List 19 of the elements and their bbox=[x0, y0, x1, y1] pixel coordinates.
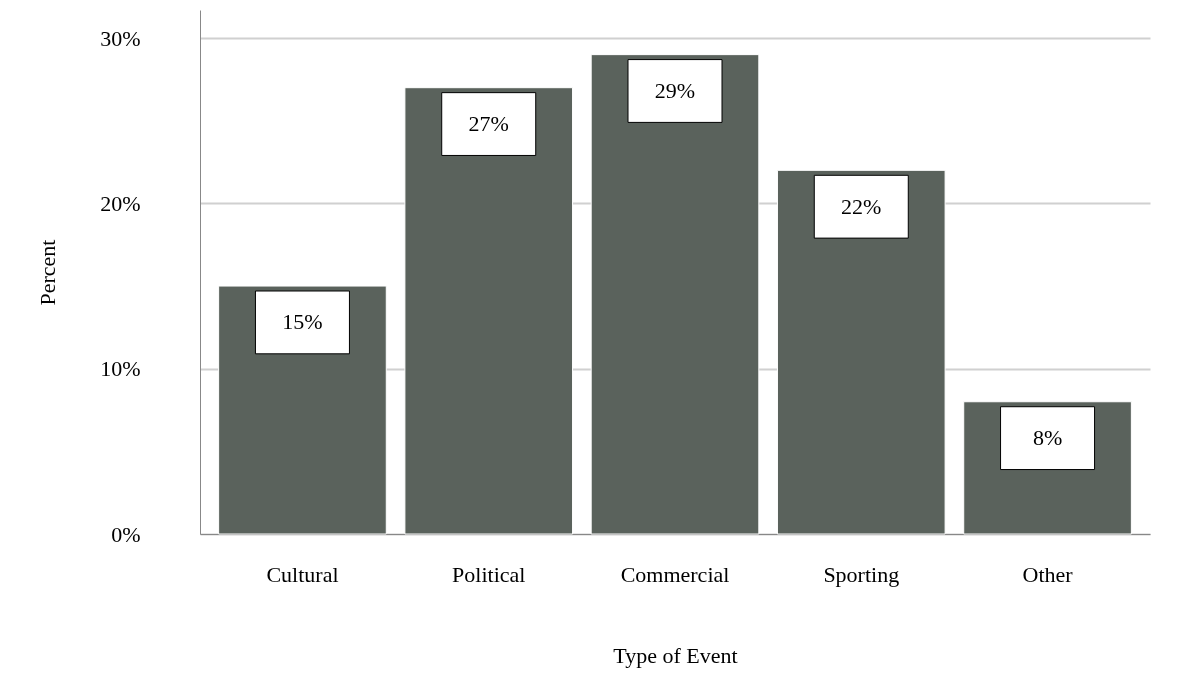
x-tick-label: Commercial bbox=[620, 561, 730, 587]
data-label: 29% bbox=[654, 78, 696, 103]
y-axis-title: Percent bbox=[35, 239, 61, 306]
x-axis-title: Type of Event bbox=[613, 642, 738, 668]
y-tick-label: 0% bbox=[111, 521, 141, 547]
bar bbox=[590, 54, 760, 535]
data-label: 27% bbox=[468, 111, 509, 137]
x-tick-label: Political bbox=[452, 561, 526, 587]
y-tick-label: 30% bbox=[100, 25, 141, 51]
x-tick-label: Cultural bbox=[266, 561, 339, 587]
x-tick-label: Sporting bbox=[823, 561, 900, 587]
bar bbox=[776, 169, 946, 535]
data-label: 15% bbox=[282, 309, 323, 335]
x-tick-label: Other bbox=[1022, 561, 1074, 587]
y-tick-label: 10% bbox=[100, 356, 141, 382]
data-label: 22% bbox=[841, 193, 882, 219]
y-tick-label: 20% bbox=[100, 190, 141, 216]
data-label: 8% bbox=[1032, 425, 1063, 451]
bar bbox=[404, 87, 574, 535]
